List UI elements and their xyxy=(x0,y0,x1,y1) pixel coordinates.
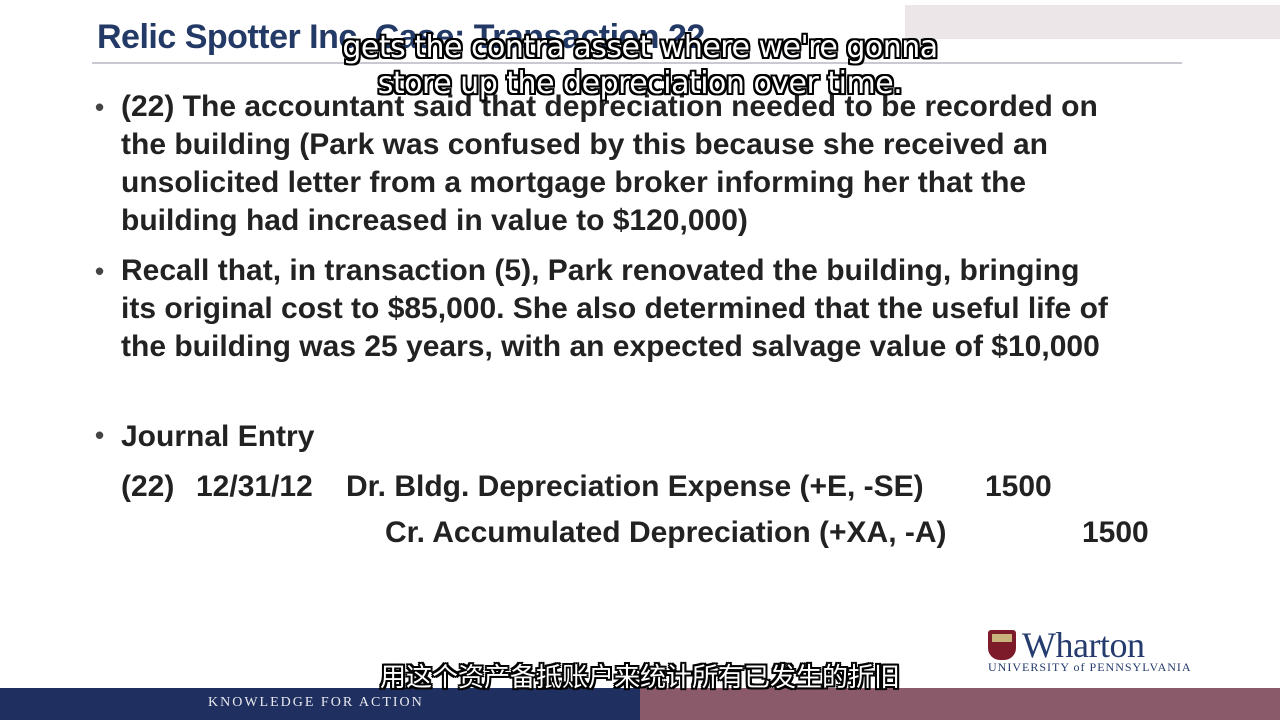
footer-tagline: KNOWLEDGE FOR ACTION xyxy=(208,695,424,710)
journal-credit-amount: 1500 xyxy=(1082,516,1149,549)
journal-heading-text: Journal Entry xyxy=(121,420,315,453)
journal-debit-amount: 1500 xyxy=(985,470,1052,503)
bullet-text: (22) The accountant said that depreciati… xyxy=(121,90,1098,237)
footer-right-band xyxy=(640,688,1280,720)
journal-entry-date: 12/31/12 xyxy=(196,470,313,503)
bullet-list: • (22) The accountant said that deprecia… xyxy=(95,88,1215,378)
footer-left-band: KNOWLEDGE FOR ACTION xyxy=(0,688,640,720)
university-shield-icon xyxy=(988,630,1016,660)
logo-subtitle: UNIVERSITY of PENNSYLVANIA xyxy=(988,660,1192,674)
wharton-logo: Wharton UNIVERSITY of PENNSYLVANIA xyxy=(988,625,1198,674)
bullet-text: Recall that, in transaction (5), Park re… xyxy=(121,254,1108,363)
slide-title: Relic Spotter Inc. Case: Transaction 22 xyxy=(97,18,705,56)
bullet-item-recall: • Recall that, in transaction (5), Park … xyxy=(95,252,1215,366)
title-divider xyxy=(92,62,1182,64)
journal-debit-line: Dr. Bldg. Depreciation Expense (+E, -SE) xyxy=(346,470,924,503)
logo-wordmark: Wharton xyxy=(1022,625,1145,665)
bullet-dot-icon: • xyxy=(95,256,105,286)
subtitle-english: gets the contra asset where we're gonna … xyxy=(342,30,938,101)
journal-entry-heading: • Journal Entry xyxy=(95,420,314,454)
bullet-dot-icon: • xyxy=(95,92,105,122)
bullet-dot-icon: • xyxy=(95,420,105,450)
journal-credit-line: Cr. Accumulated Depreciation (+XA, -A) xyxy=(385,516,947,549)
bullet-item-transaction-22: • (22) The accountant said that deprecia… xyxy=(95,88,1215,240)
subtitle-chinese: 用这个资产备抵账户来统计所有已发生的折旧 xyxy=(379,663,900,693)
journal-entry-number: (22) xyxy=(121,470,175,503)
top-right-decor-bar xyxy=(905,5,1280,39)
